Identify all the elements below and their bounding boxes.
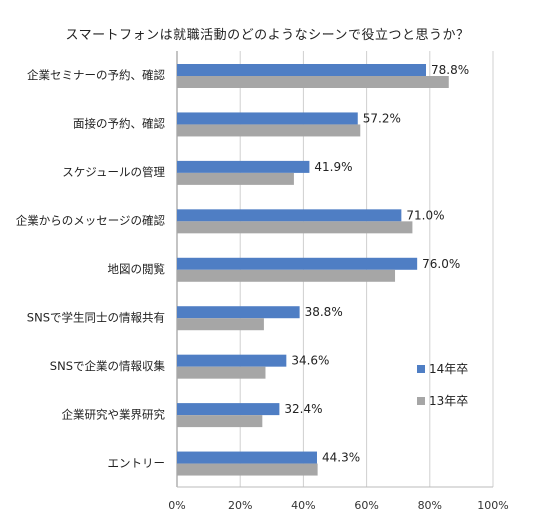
- bar-13: [177, 269, 396, 282]
- x-tick-label: 40%: [291, 499, 315, 512]
- data-label: 57.2%: [363, 111, 401, 125]
- bar-14: [177, 306, 300, 319]
- category-label: エントリー: [108, 456, 166, 470]
- category-label: SNSで学生同士の情報共有: [27, 310, 165, 324]
- labels: 0% 20% 40% 60% 80% 100% 78.8% 企業セミナーの予約、確認 57.2%…: [16, 63, 509, 512]
- bars: [177, 64, 449, 476]
- data-label: 41.9%: [314, 160, 352, 174]
- legend-label: 13年卒: [429, 394, 468, 408]
- bar-13: [177, 172, 294, 185]
- bar-14: [177, 403, 280, 416]
- bar-13: [177, 366, 266, 379]
- data-label: 34.6%: [291, 354, 329, 368]
- category-label: 企業研究や業界研究: [62, 407, 166, 421]
- bar-13: [177, 318, 264, 331]
- bar-14: [177, 209, 402, 222]
- data-label: 44.3%: [322, 451, 360, 465]
- category-label: SNSで企業の情報収集: [50, 359, 166, 373]
- bar-14: [177, 354, 287, 367]
- data-label: 38.8%: [305, 305, 343, 319]
- category-label: 企業セミナーの予約、確認: [27, 68, 165, 82]
- bar-13: [177, 124, 361, 137]
- x-tick-label: 60%: [354, 499, 378, 512]
- bar-13: [177, 415, 263, 428]
- data-label: 71.0%: [406, 208, 444, 222]
- chart-title: スマートフォンは就職活動のどのようなシーンで役立つと思うか？: [65, 28, 470, 43]
- x-tick-label: 100%: [477, 499, 508, 512]
- legend-swatch: [417, 365, 425, 373]
- x-tick-label: 0%: [168, 499, 185, 512]
- category-label: 企業からのメッセージの確認: [16, 214, 166, 228]
- bar-14: [177, 257, 418, 270]
- bar-13: [177, 463, 318, 476]
- bar-14: [177, 160, 310, 173]
- bar-13: [177, 76, 449, 88]
- bar-14: [177, 112, 358, 125]
- bar-14: [177, 451, 317, 464]
- category-label: 地図の閲覧: [108, 262, 166, 276]
- data-label: 78.8%: [431, 63, 469, 77]
- category-label: 面接の予約、確認: [73, 117, 165, 131]
- category-label: スケジュールの管理: [62, 165, 165, 179]
- legend: 14年卒 13年卒: [417, 362, 468, 408]
- x-tick-label: 20%: [228, 499, 252, 512]
- legend-label: 14年卒: [429, 362, 468, 376]
- x-tick-label: 80%: [418, 499, 442, 512]
- legend-swatch: [417, 397, 425, 405]
- bar-13: [177, 221, 413, 234]
- data-label: 76.0%: [422, 257, 460, 271]
- data-label: 32.4%: [284, 402, 322, 416]
- bar-14: [177, 64, 427, 76]
